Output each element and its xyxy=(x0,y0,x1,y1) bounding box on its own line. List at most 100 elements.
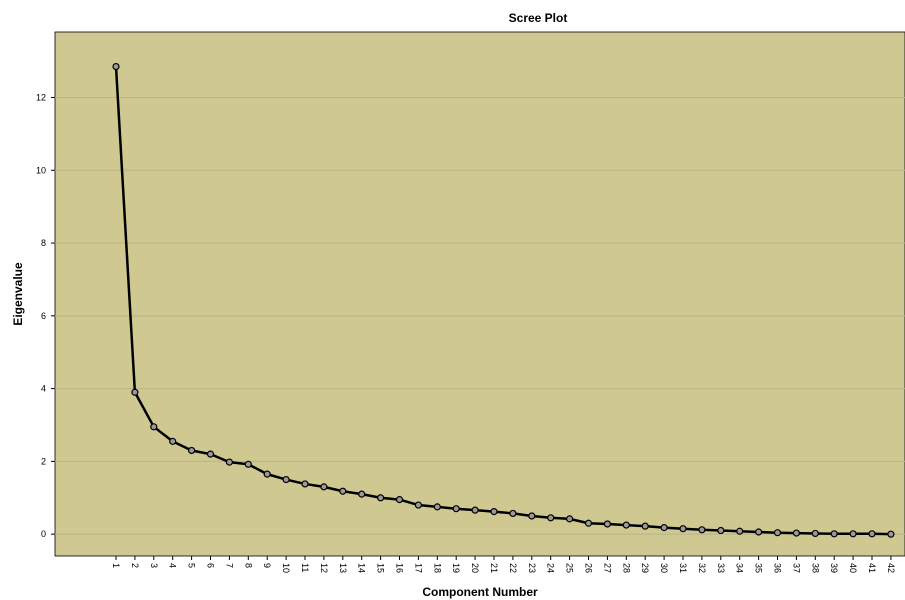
y-tick-label: 8 xyxy=(41,238,46,248)
x-tick-label: 34 xyxy=(735,563,745,573)
data-point xyxy=(754,528,763,536)
x-tick-label: 11 xyxy=(300,563,310,572)
data-point xyxy=(528,512,536,520)
data-point xyxy=(679,525,687,533)
data-point xyxy=(188,446,196,455)
data-point xyxy=(660,524,668,532)
x-tick-label: 4 xyxy=(168,563,178,568)
x-tick-label: 41 xyxy=(867,563,877,573)
data-point xyxy=(414,501,422,509)
x-tick-label: 13 xyxy=(338,563,348,573)
y-tick-label: 2 xyxy=(41,456,46,466)
data-point xyxy=(565,515,574,523)
x-tick-label: 3 xyxy=(149,563,159,568)
x-tick-label: 28 xyxy=(621,563,631,573)
y-axis: 0 2 4 6 8 10 12 xyxy=(36,93,55,539)
x-tick-label: 26 xyxy=(584,563,594,573)
data-point xyxy=(811,529,819,538)
x-tick-label: 24 xyxy=(546,563,556,573)
x-tick-label: 8 xyxy=(243,563,253,568)
x-tick-label: 33 xyxy=(716,563,726,573)
x-tick-label: 27 xyxy=(602,563,612,573)
x-tick-label: 10 xyxy=(281,563,291,573)
data-point xyxy=(887,530,895,538)
data-point xyxy=(282,475,290,484)
data-point xyxy=(225,458,233,466)
x-tick-label: 2 xyxy=(130,563,140,568)
x-tick-label: 38 xyxy=(810,563,820,573)
data-point xyxy=(244,460,252,468)
x-tick-label: 22 xyxy=(508,563,518,573)
data-point xyxy=(150,423,158,431)
x-tick-label: 37 xyxy=(791,563,801,573)
data-point xyxy=(206,450,215,458)
x-tick-label: 30 xyxy=(659,563,669,573)
data-point xyxy=(509,509,517,518)
y-tick-label: 0 xyxy=(41,529,46,539)
plot-area xyxy=(54,31,905,557)
x-tick-label: 17 xyxy=(413,563,423,573)
data-point xyxy=(452,505,460,513)
x-axis: 1 2 3 4 5 6 7 8 9 10 11 12 13 14 15 16 17 18 19 20 21 22 23 24 2… xyxy=(111,556,896,573)
x-tick-label: 14 xyxy=(357,563,367,573)
x-tick-label: 15 xyxy=(376,563,386,573)
data-point xyxy=(263,470,271,478)
y-axis-label: Eigenvalue xyxy=(11,262,25,326)
data-point xyxy=(736,527,744,535)
x-tick-label: 16 xyxy=(395,563,405,573)
gridlines xyxy=(55,97,905,535)
x-tick-label: 12 xyxy=(319,563,329,573)
data-point xyxy=(641,522,649,530)
x-tick-label: 1 xyxy=(111,563,121,568)
data-points xyxy=(112,62,895,538)
x-tick-label: 29 xyxy=(640,563,650,573)
data-point xyxy=(849,530,857,538)
x-tick-label: 7 xyxy=(224,563,234,568)
data-point xyxy=(792,529,801,537)
y-tick-label: 10 xyxy=(36,165,46,175)
x-tick-label: 42 xyxy=(886,563,896,573)
data-point xyxy=(358,490,366,498)
y-tick-label: 4 xyxy=(41,384,46,394)
x-tick-label: 6 xyxy=(206,563,216,568)
data-point xyxy=(377,494,385,502)
x-tick-label: 36 xyxy=(773,563,783,573)
x-tick-label: 18 xyxy=(432,563,442,573)
x-tick-label: 32 xyxy=(697,563,707,573)
data-point xyxy=(603,520,612,528)
x-tick-label: 21 xyxy=(489,563,499,573)
x-axis-label: Component Number xyxy=(422,585,538,599)
data-point xyxy=(622,521,630,529)
x-tick-label: 40 xyxy=(848,563,858,573)
x-tick-label: 35 xyxy=(754,563,764,573)
chart-title: Scree Plot xyxy=(509,11,568,25)
x-tick-label: 9 xyxy=(262,563,272,568)
x-tick-label: 19 xyxy=(451,563,461,573)
y-tick-label: 12 xyxy=(36,93,46,103)
data-point xyxy=(830,530,838,538)
x-tick-label: 20 xyxy=(470,563,480,573)
x-tick-label: 5 xyxy=(187,563,197,568)
x-tick-label: 23 xyxy=(527,563,537,573)
data-point xyxy=(112,62,120,71)
data-point xyxy=(131,388,139,396)
data-point xyxy=(301,480,309,488)
x-tick-label: 39 xyxy=(829,563,839,573)
data-point xyxy=(169,437,177,445)
data-point xyxy=(471,506,479,514)
data-point xyxy=(547,514,555,522)
data-point xyxy=(698,526,706,534)
data-point xyxy=(490,508,498,516)
x-tick-label: 31 xyxy=(678,563,688,573)
data-point xyxy=(584,519,593,527)
data-point xyxy=(773,529,782,537)
y-tick-label: 6 xyxy=(41,311,46,321)
data-point xyxy=(433,503,441,511)
data-point xyxy=(717,526,725,535)
data-point xyxy=(868,530,876,538)
data-point xyxy=(320,483,328,491)
x-tick-label: 25 xyxy=(565,563,575,573)
data-point xyxy=(339,487,347,495)
data-point xyxy=(395,495,404,504)
